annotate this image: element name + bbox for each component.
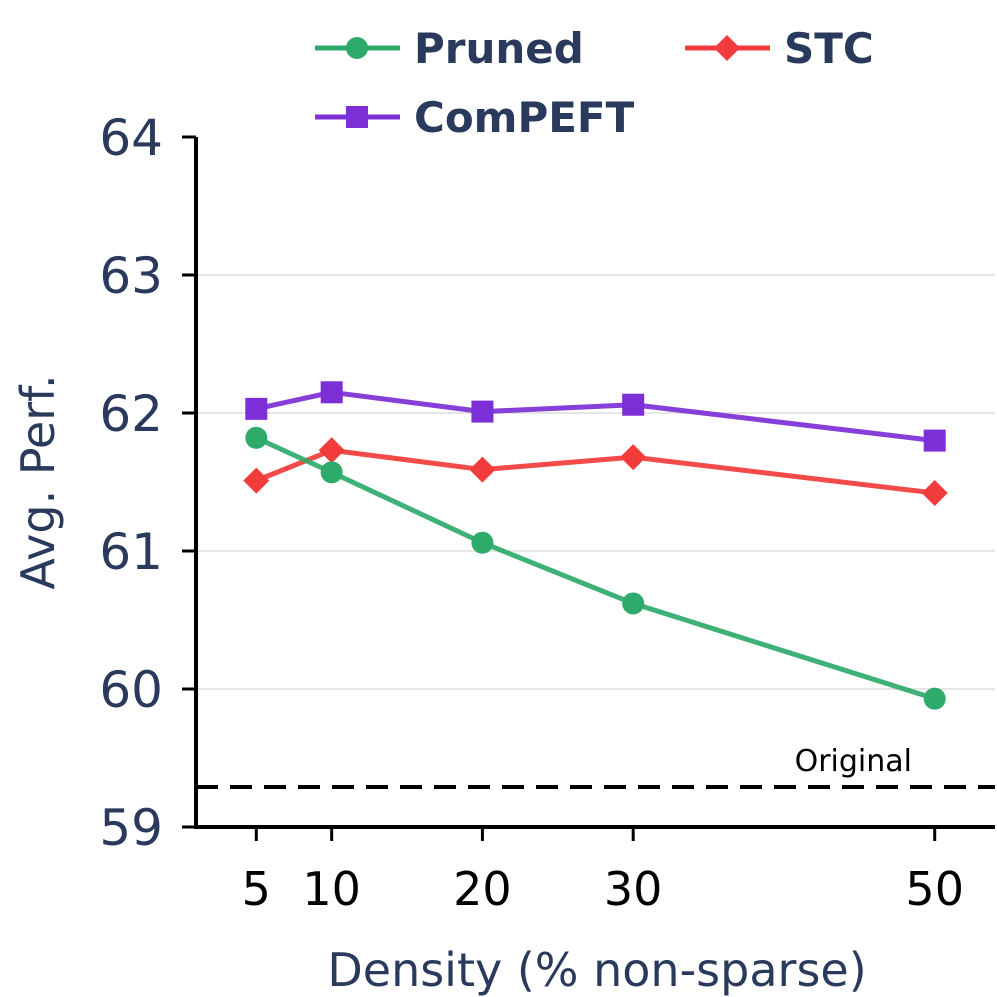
series-pruned	[245, 426, 946, 710]
legend-item-compeft: ComPEFT	[315, 93, 635, 142]
series-group	[243, 381, 948, 710]
data-point-compeft-50	[923, 429, 946, 452]
y-tick-label-61: 61	[99, 523, 163, 581]
y-tick-label-62: 62	[99, 385, 163, 443]
data-point-stc-20	[469, 456, 496, 483]
gridlines	[196, 274, 995, 690]
data-point-pruned-10	[320, 461, 343, 484]
x-ticks: 5 10 20 30 50	[242, 827, 964, 916]
x-tick-label-5: 5	[242, 862, 271, 916]
x-tick-label-20: 20	[453, 862, 512, 916]
y-tick-label-63: 63	[99, 247, 163, 305]
data-point-compeft-30	[622, 393, 645, 416]
reference-line-label: Original	[795, 744, 912, 779]
data-point-stc-30	[620, 444, 647, 471]
x-tick-label-10: 10	[302, 862, 361, 916]
x-tick-label-50: 50	[905, 862, 964, 916]
legend-marker-pruned	[346, 37, 368, 59]
y-tick-label-59: 59	[99, 799, 163, 857]
series-line-compeft	[255, 389, 935, 444]
x-tick-label-30: 30	[604, 862, 663, 916]
legend-label-compeft: ComPEFT	[414, 93, 635, 142]
data-point-compeft-10	[320, 381, 343, 404]
data-point-stc-10	[318, 437, 345, 464]
y-ticks: 59 60 61 62 63 64	[99, 109, 196, 857]
series-line-pruned	[255, 435, 936, 702]
data-point-pruned-20	[471, 531, 494, 554]
data-point-compeft-20	[471, 400, 494, 423]
data-point-pruned-50	[923, 687, 946, 710]
axes	[194, 137, 995, 829]
legend-item-stc: STC	[685, 24, 874, 73]
y-tick-label-64: 64	[99, 109, 163, 167]
data-point-stc-50	[921, 480, 948, 507]
legend-label-stc: STC	[784, 24, 874, 73]
legend-label-pruned: Pruned	[414, 24, 584, 73]
data-point-stc-5	[243, 467, 270, 494]
data-point-pruned-30	[622, 592, 645, 615]
x-axis-title: Density (% non-sparse)	[327, 943, 866, 997]
legend-item-pruned: Pruned	[315, 24, 584, 73]
legend-marker-stc	[714, 35, 740, 61]
data-point-compeft-5	[245, 397, 268, 420]
series-stc	[243, 437, 948, 507]
data-point-pruned-5	[245, 426, 268, 449]
reference-line-group: Original	[196, 744, 995, 789]
y-axis-title: Avg. Perf.	[11, 374, 65, 589]
legend-marker-compeft	[346, 106, 368, 128]
y-tick-label-60: 60	[99, 661, 163, 719]
series-compeft	[245, 381, 946, 452]
legend: Pruned STC ComPEFT	[315, 24, 874, 142]
